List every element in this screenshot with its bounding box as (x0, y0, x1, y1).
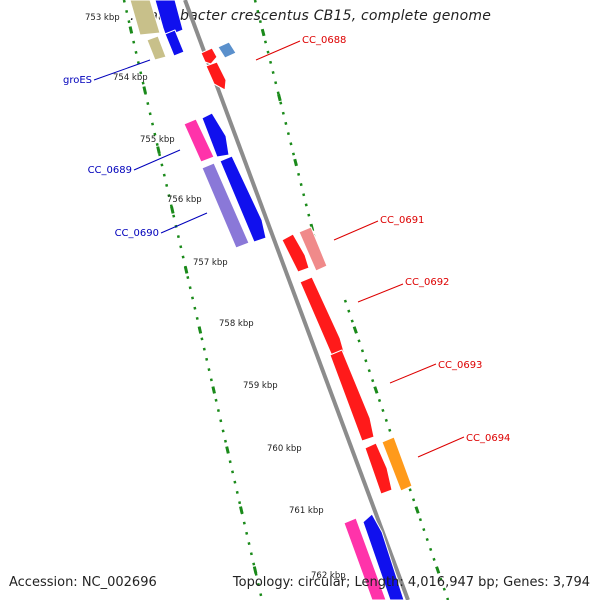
gene-label-CC_0689[interactable]: CC_0689 (88, 165, 132, 176)
ring-tick (414, 506, 420, 514)
gene-feature[interactable] (219, 155, 267, 243)
tick-label: 756 kbp (167, 195, 202, 205)
ring-tick (183, 266, 189, 274)
gene-feature[interactable] (281, 233, 310, 273)
callout-line (417, 436, 465, 458)
tick-label: 754 kbp (113, 73, 148, 83)
ring-tick (435, 566, 441, 574)
gene-feature[interactable] (364, 442, 393, 495)
kbp-tick-labels: 753 kbp 754 kbp 755 kbp 756 kbp 757 kbp … (85, 13, 346, 581)
gene-feature[interactable] (217, 41, 237, 59)
gene-feature[interactable] (201, 112, 230, 158)
gene-feature[interactable] (381, 436, 413, 492)
gene-label-CC_0691[interactable]: CC_0691 (380, 215, 424, 226)
genome-title: . Caulobacter crescentus CB15, complete … (130, 8, 492, 24)
gene-feature[interactable] (362, 513, 405, 600)
ring-tick (142, 86, 147, 94)
ring-tick (170, 206, 175, 214)
gene-feature[interactable] (146, 35, 167, 61)
outer-ring-ticks (128, 26, 258, 574)
gene-feature[interactable] (183, 118, 215, 163)
ring-tick (352, 326, 358, 334)
ring-tick (128, 26, 134, 34)
gene-label-groES[interactable]: groES (63, 75, 92, 86)
ring-tick (211, 386, 216, 394)
gene-feature[interactable] (205, 61, 227, 91)
callout-line (133, 149, 181, 171)
ring-tick (197, 326, 203, 334)
tick-label: 753 kbp (85, 13, 120, 23)
accession-text: Accession: NC_002696 (9, 575, 157, 590)
callout-line (160, 212, 208, 234)
gene-feature[interactable] (200, 47, 218, 65)
callout-line (357, 283, 404, 303)
callout-line (389, 363, 437, 384)
gene-label-CC_0692[interactable]: CC_0692 (405, 277, 449, 288)
gene-label-CC_0690[interactable]: CC_0690 (115, 228, 159, 239)
ring-tick (293, 158, 298, 167)
gene-callout-lines (93, 40, 465, 458)
tick-label: 760 kbp (267, 444, 302, 454)
ring-tick (225, 446, 230, 454)
tick-label: 757 kbp (193, 258, 228, 268)
tick-label: 761 kbp (289, 506, 324, 516)
gene-feature[interactable] (129, 0, 161, 36)
callout-line (93, 59, 151, 81)
tick-label: 762 kbp (311, 571, 346, 581)
genome-backbone (183, 0, 410, 600)
tick-label: 758 kbp (219, 319, 254, 329)
ring-tick (156, 146, 161, 154)
gene-feature[interactable] (164, 29, 185, 57)
gene-label-CC_0694[interactable]: CC_0694 (466, 433, 510, 444)
gene-feature[interactable] (201, 162, 250, 249)
ring-tick (260, 28, 266, 37)
ring-tick (239, 506, 244, 514)
gene-label-CC_0688[interactable]: CC_0688 (302, 35, 346, 46)
gene-labels[interactable]: groES CC_0689 CC_0690 CC_0688 CC_0691 CC… (63, 35, 510, 444)
tick-label: 759 kbp (243, 381, 278, 391)
gene-features[interactable] (129, 0, 413, 600)
callout-line (333, 220, 379, 241)
gene-feature[interactable] (299, 276, 345, 357)
ring-tick (252, 566, 258, 574)
ring-tick (277, 93, 282, 102)
callout-line (255, 40, 301, 61)
gene-feature[interactable] (329, 349, 375, 442)
gene-feature[interactable] (343, 517, 387, 600)
gene-feature[interactable] (298, 226, 328, 272)
tick-label: 755 kbp (140, 135, 175, 145)
ring-tick (373, 386, 379, 394)
inner-ring-ticks (260, 28, 441, 574)
genome-summary-text: Topology: circular; Length: 4,016,947 bp… (232, 575, 590, 590)
gene-label-CC_0693[interactable]: CC_0693 (438, 360, 482, 371)
